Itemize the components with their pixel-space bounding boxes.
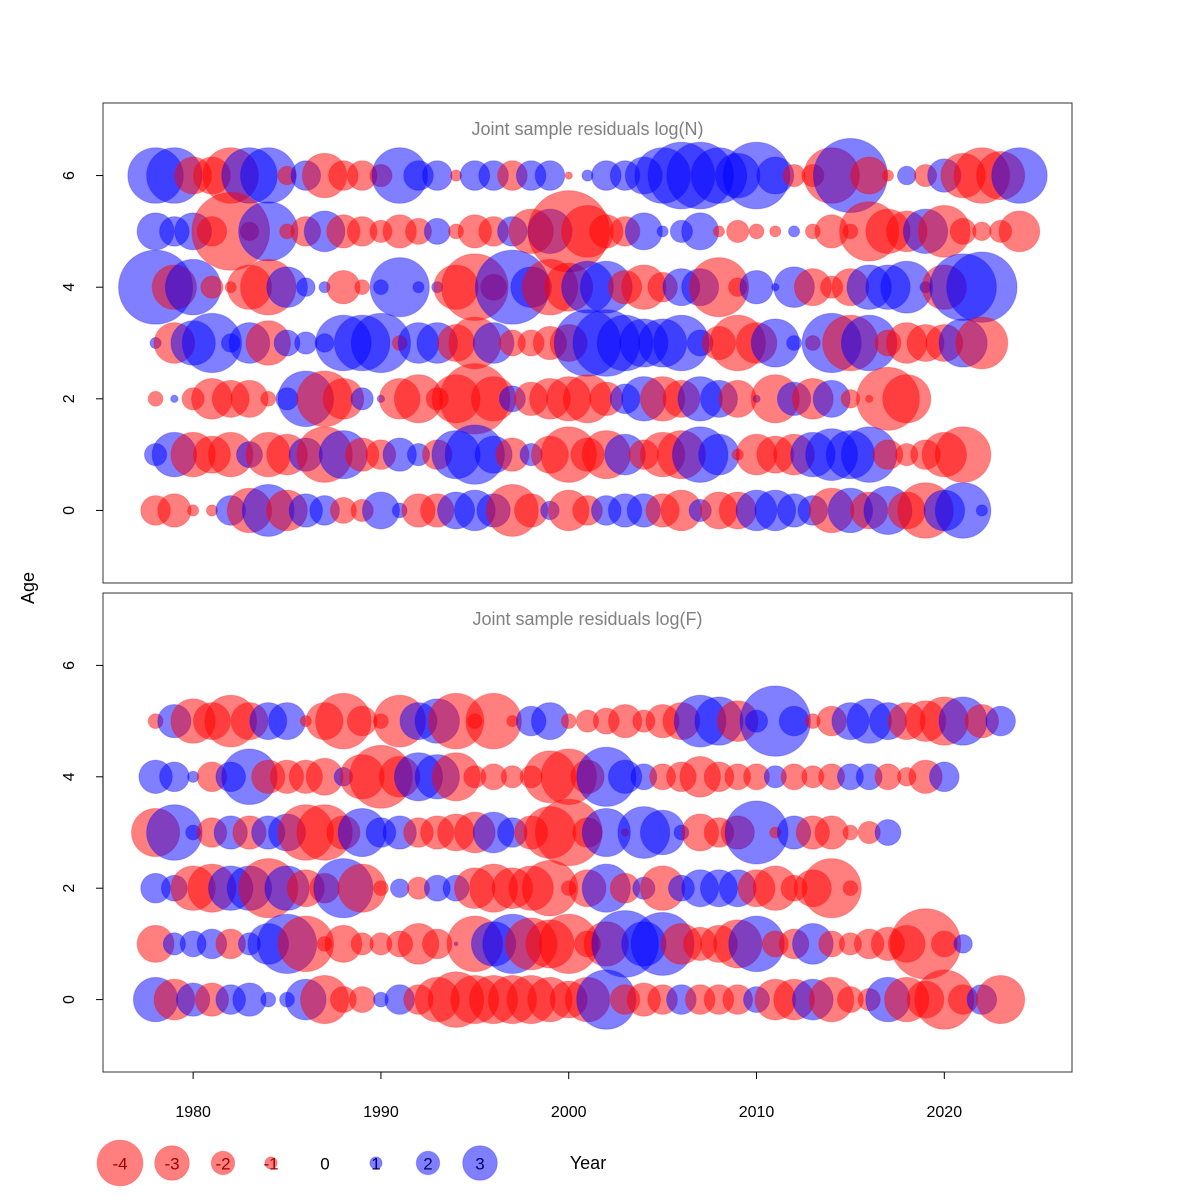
y-tick-label: 6 <box>61 171 78 180</box>
x-tick-label: 1980 <box>175 1104 211 1121</box>
bubble-age2-2015 <box>842 880 859 897</box>
legend-bubble-2 <box>210 1150 236 1176</box>
y-tick-label: 4 <box>61 283 78 292</box>
legend-label-4: 0 <box>320 1155 329 1174</box>
bubble-age3-2017 <box>874 819 902 846</box>
bubble-age0-2023 <box>976 975 1026 1025</box>
y-tick-label: 2 <box>61 884 78 893</box>
legend-label-3: -1 <box>263 1155 278 1174</box>
bubble-age5-2010 <box>748 223 765 240</box>
y-tick-label: 6 <box>61 661 78 670</box>
legend-bubble-7 <box>462 1145 498 1181</box>
bubble-age4-1986 <box>296 277 316 297</box>
bubble-age5-2024 <box>998 210 1041 253</box>
bubble-age0-1980 <box>187 504 200 517</box>
legend-label-7: 3 <box>475 1155 484 1174</box>
legend-bubble-1 <box>154 1145 190 1181</box>
x-axis-title: Year <box>570 1153 606 1173</box>
bubble-age5-2012 <box>788 225 801 238</box>
bubble-age4-1979 <box>159 761 190 793</box>
bubble-age6-1993 <box>421 160 453 191</box>
bubble-age2-1990 <box>373 880 389 897</box>
bubble-age6-2017 <box>881 169 895 182</box>
bubble-age2-1984 <box>260 390 277 407</box>
bubble-age0-1984 <box>260 991 277 1008</box>
bubble-age2-2009 <box>718 379 757 418</box>
y-tick-label: 0 <box>61 995 78 1004</box>
bubble-age3-2012 <box>786 335 802 351</box>
x-tick-label: 2000 <box>551 1104 587 1121</box>
bubble-age4-1989 <box>354 279 371 296</box>
bubble-age6-2018 <box>896 165 917 186</box>
bubble-age5-2009 <box>726 219 750 243</box>
bubble-age5-2011 <box>769 225 782 238</box>
bubble-age2-1991 <box>389 878 410 898</box>
bubble-age2-1978 <box>147 390 164 407</box>
bubble-age2-2018 <box>882 374 932 424</box>
y-tick-label: 2 <box>61 394 78 403</box>
bubble-age1-2021 <box>934 426 992 483</box>
bubble-age2-1979 <box>170 394 179 404</box>
legend-bubble-6 <box>415 1150 441 1176</box>
bubble-age4-2022 <box>946 251 1018 323</box>
x-tick-label: 2010 <box>739 1104 775 1121</box>
bubble-age4-2020 <box>929 761 960 793</box>
bubble-age6-2024 <box>991 147 1048 204</box>
bubble-age5-2022 <box>972 221 992 242</box>
bubble-age6-2000 <box>564 171 573 180</box>
bubble-age3-2022 <box>955 316 1009 370</box>
bubble-age4-1991 <box>369 257 430 318</box>
bubble-age5-2005 <box>656 225 669 238</box>
bubble-age0-2021 <box>934 482 992 539</box>
bubble-age3-2015 <box>842 824 859 841</box>
legend-bubble-3 <box>264 1156 278 1170</box>
bubble-age6-1999 <box>534 160 566 191</box>
bubble-age2-2014 <box>801 858 862 919</box>
legend-label-1: -3 <box>164 1155 179 1174</box>
bubble-age4-1981 <box>200 275 224 299</box>
legend-label-6: 2 <box>423 1155 432 1174</box>
panel-title-2: Joint sample residuals log(F) <box>472 609 702 629</box>
y-tick-label: 4 <box>61 772 78 781</box>
bubble-age4-1992 <box>412 281 425 294</box>
bubble-age5-1989 <box>346 705 378 737</box>
y-tick-label: 0 <box>61 506 78 515</box>
bubble-age5-2012 <box>778 705 810 737</box>
bubble-age0-1979 <box>157 493 192 528</box>
bubble-age0-2022 <box>975 504 988 517</box>
legend-bubble-5 <box>369 1156 383 1170</box>
bubble-age5-2023 <box>985 705 1016 737</box>
bubble-age1-2021 <box>953 934 973 954</box>
bubble-age3-1986 <box>294 331 318 355</box>
legend-label-2: -2 <box>215 1155 230 1174</box>
legend-label-0: -4 <box>112 1155 127 1174</box>
y-axis-title: Age <box>18 572 38 604</box>
x-tick-label: 1990 <box>363 1104 399 1121</box>
bubble-age5-2000 <box>560 713 577 730</box>
bubble-age0-1989 <box>348 986 376 1014</box>
bubble-age5-1993 <box>423 217 451 245</box>
bubble-age5-2008 <box>712 225 726 238</box>
legend-label-5: 1 <box>371 1155 380 1174</box>
x-tick-label: 2020 <box>927 1104 963 1121</box>
panel-title-1: Joint sample residuals log(N) <box>471 119 703 139</box>
legend-bubble-0 <box>96 1139 144 1187</box>
bubble-age2-1989 <box>350 387 374 411</box>
bubble-age4-2010 <box>739 270 774 305</box>
